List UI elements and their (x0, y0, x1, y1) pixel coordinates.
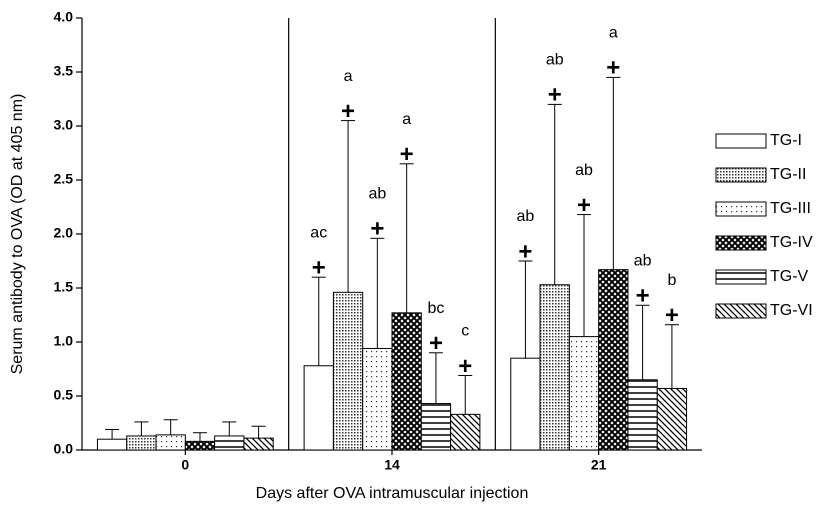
x-tick-label: 14 (384, 457, 400, 473)
significance-marker: + (312, 255, 326, 282)
bar (568, 336, 600, 451)
significance-marker: + (665, 302, 679, 329)
bar (391, 312, 422, 451)
significance-label: ab (546, 52, 564, 69)
legend-swatch (715, 303, 767, 319)
bar (510, 357, 541, 451)
y-tick-label: 0.0 (54, 441, 74, 457)
y-tick-label: 1.0 (54, 333, 74, 349)
significance-marker: + (577, 192, 591, 219)
legend-swatch (715, 201, 767, 217)
significance-marker: + (548, 82, 562, 109)
y-tick-label: 2.5 (54, 171, 74, 187)
legend-label: TG-III (770, 200, 811, 217)
y-tick-label: 1.5 (54, 279, 74, 295)
y-tick-label: 3.0 (54, 117, 74, 133)
bar (627, 379, 658, 451)
bar (332, 291, 364, 451)
bar (184, 440, 216, 451)
bar (303, 365, 334, 451)
legend-swatch (715, 133, 767, 149)
bar (96, 438, 128, 451)
significance-label: a (609, 25, 618, 42)
x-tick-label: 0 (181, 457, 189, 473)
significance-label: b (667, 272, 676, 289)
significance-marker: + (370, 216, 384, 243)
bar (450, 413, 481, 451)
significance-marker: + (636, 283, 650, 310)
significance-label: ac (310, 224, 327, 241)
significance-marker: + (341, 98, 355, 125)
legend-swatch (715, 235, 767, 251)
x-axis-label: Days after OVA intramuscular injection (256, 485, 529, 502)
y-tick-label: 0.5 (54, 387, 74, 403)
bar (598, 269, 629, 451)
significance-label: bc (427, 300, 444, 317)
legend-label: TG-V (770, 268, 809, 285)
legend-swatch (715, 269, 767, 285)
significance-label: ab (368, 186, 386, 203)
x-tick-label: 21 (591, 457, 607, 473)
significance-label: c (461, 323, 469, 340)
bar (155, 434, 186, 451)
legend-label: TG-IV (770, 234, 813, 251)
legend-swatch (715, 167, 767, 183)
significance-label: ab (634, 252, 652, 269)
significance-marker: + (606, 55, 620, 82)
bar (539, 284, 570, 451)
bar (243, 437, 274, 451)
bar (656, 387, 688, 451)
bar (126, 435, 157, 451)
significance-label: ab (575, 162, 593, 179)
y-axis-label: Serum antibody to OVA (OD at 405 nm) (9, 94, 26, 375)
y-tick-label: 3.5 (54, 63, 74, 79)
y-tick-label: 4.0 (54, 9, 74, 25)
significance-label: a (402, 111, 411, 128)
significance-marker: + (458, 353, 472, 380)
bar (420, 403, 452, 451)
legend-label: TG-I (770, 132, 802, 149)
significance-label: a (344, 68, 353, 85)
bar (214, 435, 245, 451)
significance-label: ab (517, 208, 535, 225)
bar (362, 347, 393, 451)
legend-label: TG-VI (770, 302, 813, 319)
significance-marker: + (429, 330, 443, 357)
legend-label: TG-II (770, 166, 806, 183)
significance-marker: + (400, 141, 414, 168)
significance-marker: + (518, 238, 532, 265)
y-tick-label: 2.0 (54, 225, 74, 241)
